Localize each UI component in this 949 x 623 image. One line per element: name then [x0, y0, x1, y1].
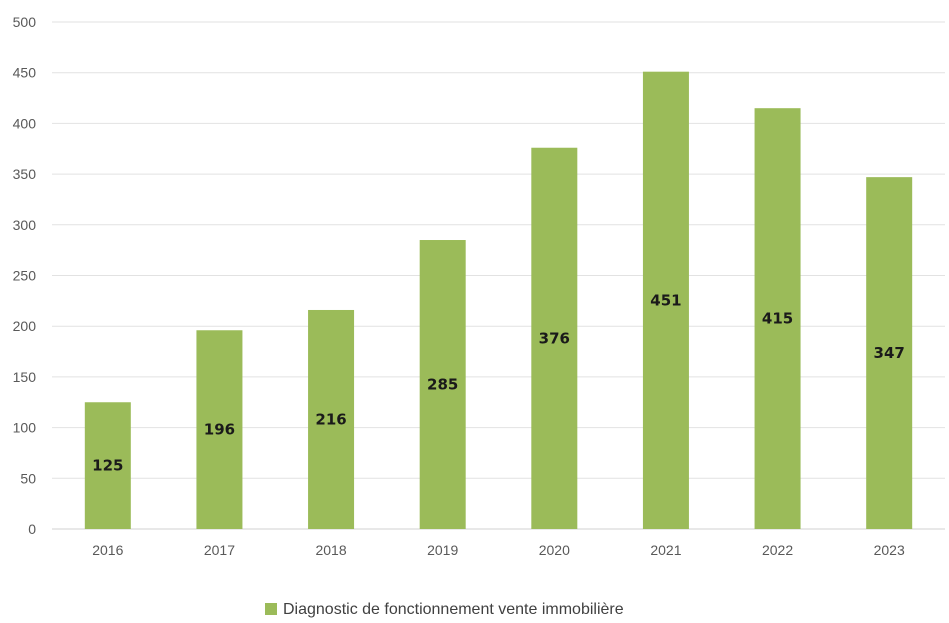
- bar-2022: [754, 108, 801, 529]
- legend-label: Diagnostic de fonctionnement vente immob…: [283, 601, 624, 618]
- bar-2018: [308, 309, 355, 529]
- data-label-2017: 196: [204, 421, 235, 439]
- y-tick-label-500: 500: [13, 14, 37, 30]
- data-label-2022: 415: [762, 310, 793, 328]
- bar-2021: [642, 71, 689, 529]
- grid-lines: [52, 21, 945, 530]
- bar-2020: [531, 147, 578, 529]
- x-tick-label-2017: 2017: [204, 542, 235, 558]
- y-tick-label-0: 0: [28, 521, 36, 537]
- legend-swatch: [265, 603, 277, 615]
- y-tick-label-350: 350: [13, 166, 37, 182]
- data-label-2021: 451: [650, 291, 681, 309]
- y-tick-label-50: 50: [20, 470, 36, 486]
- y-tick-label-150: 150: [13, 369, 37, 385]
- bar-2019: [419, 240, 466, 529]
- x-tick-label-2021: 2021: [650, 542, 681, 558]
- x-tick-label-2019: 2019: [427, 542, 458, 558]
- y-tick-label-250: 250: [13, 268, 37, 284]
- bar-2023: [866, 177, 913, 529]
- x-tick-label-2020: 2020: [539, 542, 570, 558]
- x-tick-label-2022: 2022: [762, 542, 793, 558]
- y-tick-label-450: 450: [13, 65, 37, 81]
- data-label-2020: 376: [539, 329, 570, 347]
- data-label-2018: 216: [315, 410, 346, 428]
- data-labels: 125 196 216 285 376 451 415 347: [92, 291, 905, 474]
- y-tick-label-200: 200: [13, 318, 37, 334]
- y-tick-label-100: 100: [13, 420, 37, 436]
- bar-2017: [196, 330, 243, 529]
- data-label-2023: 347: [874, 344, 905, 362]
- y-tick-label-400: 400: [13, 115, 37, 131]
- y-axis-ticks: 0 50 100 150 200 250 300 350 400 450 500: [13, 14, 37, 537]
- bars: [84, 71, 913, 529]
- x-axis-ticks: 2016 2017 2018 2019 2020 2021 2022 2023: [92, 542, 905, 558]
- data-label-2016: 125: [92, 457, 123, 475]
- x-tick-label-2023: 2023: [874, 542, 905, 558]
- legend: Diagnostic de fonctionnement vente immob…: [265, 601, 624, 618]
- data-label-2019: 285: [427, 376, 458, 394]
- x-tick-label-2016: 2016: [92, 542, 123, 558]
- bar-2016: [84, 402, 131, 529]
- y-tick-label-300: 300: [13, 217, 37, 233]
- x-tick-label-2018: 2018: [315, 542, 346, 558]
